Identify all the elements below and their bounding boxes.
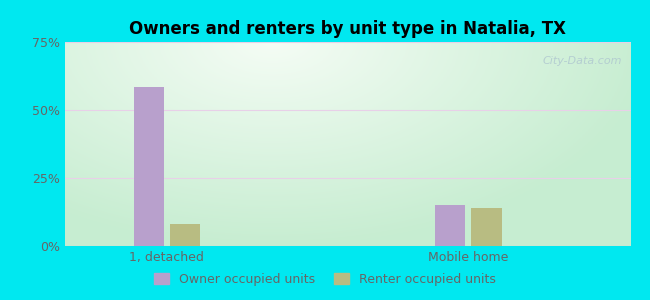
- Bar: [436, 205, 465, 246]
- Title: Owners and renters by unit type in Natalia, TX: Owners and renters by unit type in Natal…: [129, 20, 566, 38]
- Legend: Owner occupied units, Renter occupied units: Owner occupied units, Renter occupied un…: [149, 268, 501, 291]
- Text: City-Data.com: City-Data.com: [543, 56, 622, 66]
- Bar: [471, 208, 502, 246]
- Bar: [170, 224, 200, 246]
- Bar: [134, 87, 164, 246]
